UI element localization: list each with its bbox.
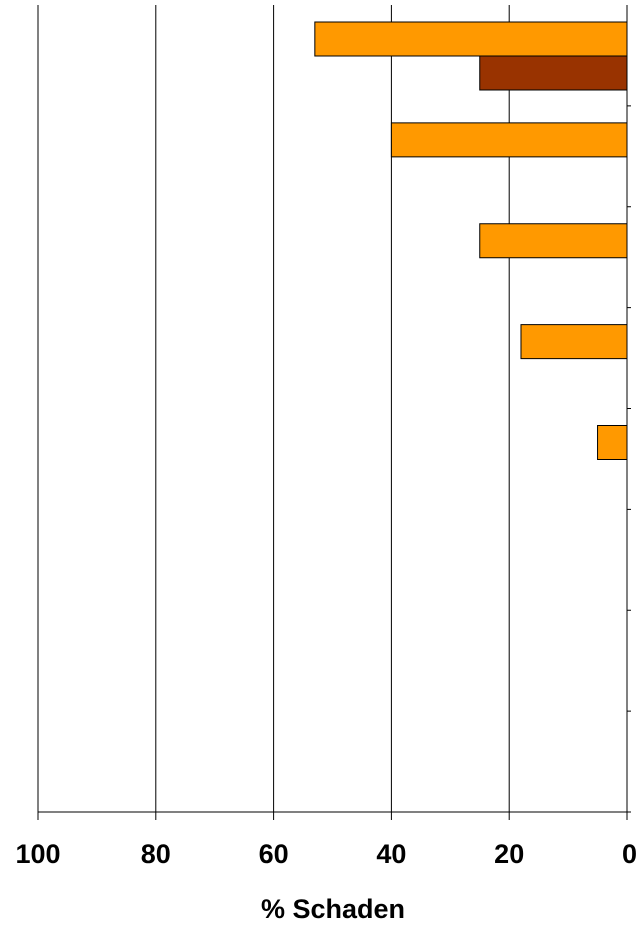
x-tick-label-5: 0 bbox=[622, 839, 637, 869]
bar-s0-c3 bbox=[520, 324, 628, 360]
bar-s0-c4 bbox=[597, 425, 628, 460]
x-tick-label-1: 80 bbox=[141, 839, 171, 869]
x-tick-label-3: 40 bbox=[376, 839, 406, 869]
bar-s0-c0 bbox=[314, 21, 628, 57]
x-axis-title: % Schaden bbox=[261, 894, 405, 924]
x-tick-labels: 100 80 60 40 20 0 bbox=[15, 839, 637, 869]
x-tick-label-0: 100 bbox=[15, 839, 60, 869]
bars bbox=[314, 21, 628, 460]
bar-s0-c1 bbox=[390, 122, 628, 158]
x-tick-label-4: 20 bbox=[494, 839, 524, 869]
bar-s0-c2 bbox=[479, 223, 628, 259]
axes bbox=[37, 5, 631, 820]
x-tick-label-2: 60 bbox=[259, 839, 289, 869]
bar-s1-c0 bbox=[479, 55, 628, 91]
